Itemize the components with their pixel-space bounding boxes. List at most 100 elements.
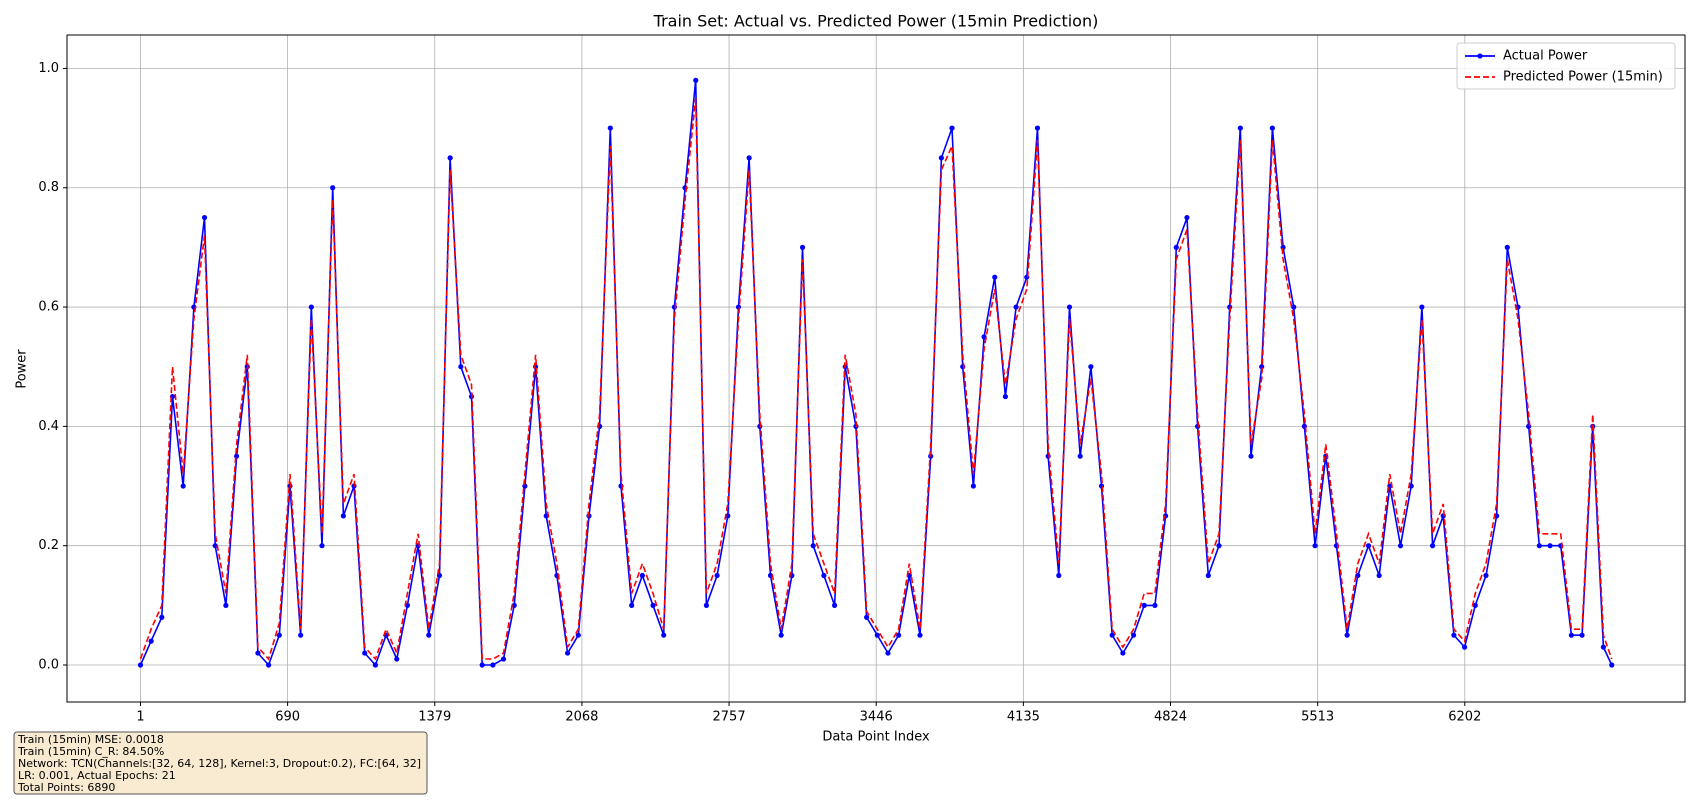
annotation-text: Total Points: 6890 — [17, 781, 115, 794]
data-point — [233, 453, 240, 459]
data-point — [479, 662, 485, 668]
data-point — [1536, 543, 1542, 549]
data-point — [1269, 125, 1275, 131]
data-point — [180, 483, 186, 489]
data-point — [1130, 632, 1137, 638]
data-point — [1312, 543, 1318, 549]
data-point — [319, 543, 325, 549]
data-point — [340, 513, 346, 519]
x-tick-label: 1 — [136, 710, 144, 725]
legend-label: Actual Power — [1503, 49, 1588, 64]
x-tick-label: 5513 — [1301, 710, 1334, 725]
data-point — [693, 77, 699, 83]
data-point — [949, 125, 955, 131]
x-tick-label: 1379 — [418, 710, 451, 725]
annotation-text: Train (15min) MSE: 0.0018 — [17, 733, 164, 746]
data-point — [1483, 572, 1489, 579]
y-tick-label: 0.4 — [38, 419, 59, 434]
data-point — [522, 483, 528, 489]
data-point — [703, 602, 710, 608]
data-point — [1397, 543, 1404, 549]
data-point — [1056, 572, 1062, 579]
data-point — [1173, 244, 1179, 250]
data-point — [970, 483, 976, 489]
data-point — [1504, 244, 1510, 250]
data-point — [1440, 513, 1446, 519]
data-point — [778, 632, 784, 638]
data-point — [500, 656, 507, 662]
data-point — [1205, 572, 1211, 579]
data-point — [1579, 632, 1585, 638]
data-point — [1184, 214, 1190, 221]
data-point — [629, 602, 635, 608]
data-point — [586, 513, 592, 519]
data-point — [746, 155, 752, 161]
y-tick-label: 0.2 — [38, 538, 59, 553]
x-tick-label: 4824 — [1154, 710, 1187, 725]
data-point — [1429, 543, 1436, 549]
data-point — [661, 632, 667, 638]
y-tick-label: 0.8 — [38, 180, 59, 195]
data-point — [1034, 125, 1041, 131]
data-point — [1526, 423, 1532, 429]
data-point — [426, 632, 432, 638]
data-point — [938, 155, 944, 161]
data-point — [565, 650, 571, 656]
data-point — [372, 662, 378, 668]
data-point — [458, 364, 464, 370]
data-point — [1077, 453, 1083, 459]
data-point — [1237, 125, 1243, 131]
axes-frame — [66, 34, 1686, 703]
data-point — [137, 662, 144, 668]
data-point — [1120, 650, 1126, 656]
x-tick-label: 6202 — [1448, 710, 1481, 725]
annotation-text: Train (15min) C_R: 84.50% — [17, 745, 164, 758]
data-point — [575, 632, 581, 638]
data-point — [831, 602, 838, 608]
data-point — [874, 632, 880, 638]
data-point — [1344, 632, 1350, 638]
data-point — [1472, 602, 1478, 608]
data-point — [308, 304, 314, 310]
data-point — [1098, 483, 1105, 489]
y-axis-label: Power — [15, 349, 30, 389]
data-point — [1259, 364, 1265, 370]
annotation-text: LR: 0.001, Actual Epochs: 21 — [18, 769, 176, 782]
data-point — [1291, 304, 1297, 310]
data-point — [330, 185, 336, 191]
data-point — [255, 650, 261, 656]
y-tick-label: 0.0 — [38, 658, 59, 673]
data-point — [1216, 543, 1222, 549]
data-point — [1365, 543, 1372, 549]
x-tick-label: 4135 — [1007, 710, 1040, 725]
data-point — [1376, 572, 1382, 579]
data-point — [201, 214, 208, 221]
data-point — [607, 125, 613, 131]
x-tick-label: 690 — [275, 710, 300, 725]
data-point — [1013, 304, 1019, 310]
x-tick-label: 2068 — [565, 710, 598, 725]
data-point — [1141, 602, 1147, 608]
data-point — [1152, 602, 1158, 608]
data-point — [223, 602, 229, 608]
data-point — [1419, 304, 1425, 310]
data-point — [1066, 304, 1073, 310]
data-point — [714, 572, 720, 579]
data-point — [992, 274, 998, 280]
data-point — [1280, 244, 1286, 250]
annotation-box — [13, 731, 428, 795]
data-point — [394, 656, 400, 662]
data-point — [298, 632, 304, 638]
data-point — [148, 638, 154, 644]
data-point — [650, 602, 656, 608]
data-point — [266, 662, 272, 668]
data-point — [1547, 543, 1553, 549]
data-point — [639, 572, 645, 579]
y-tick-label: 1.0 — [38, 61, 59, 76]
data-point — [511, 602, 517, 608]
data-point — [276, 632, 282, 638]
data-point — [1609, 662, 1615, 668]
legend-marker — [1477, 53, 1483, 59]
data-point — [1461, 644, 1468, 650]
data-point — [490, 662, 496, 668]
